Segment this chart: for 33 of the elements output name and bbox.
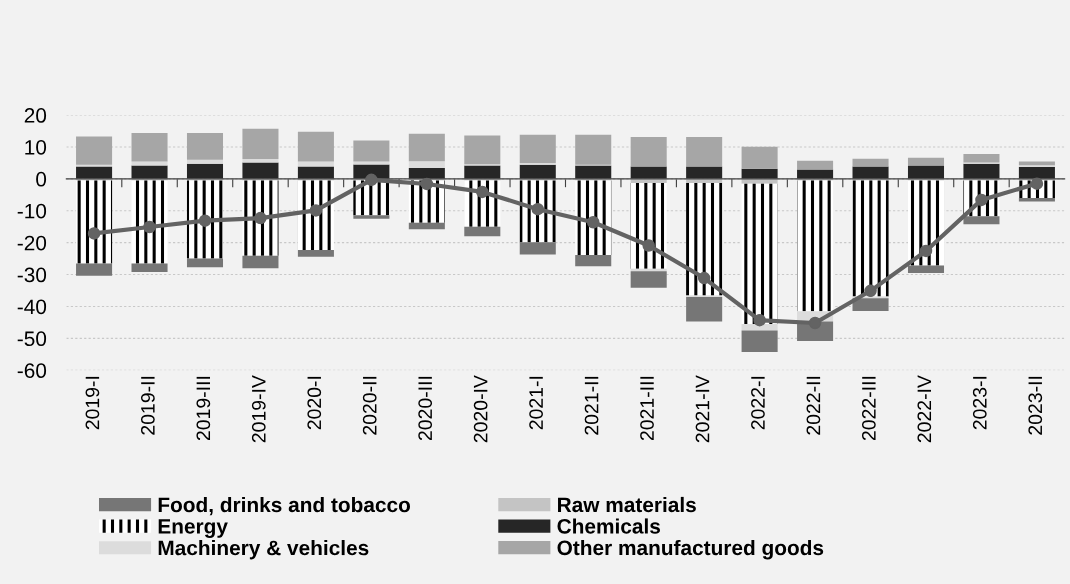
y-tick-label: 0	[36, 171, 47, 187]
y-tick-label: -30	[17, 267, 47, 283]
x-tick-label: 2020-I	[307, 376, 322, 430]
y-tick-label: -50	[17, 331, 47, 347]
x-tick-label: 2023-II	[1028, 376, 1043, 435]
legend-label: Food, drinks and tobacco	[158, 496, 411, 516]
legend-label: Machinery & vehicles	[158, 539, 369, 560]
y-tick-label: -60	[17, 363, 47, 379]
legend-label: Chemicals	[557, 518, 660, 534]
x-tick-label: 2020-IV	[473, 375, 488, 443]
y-tick-label: 10	[25, 139, 47, 155]
x-tick-label: 2023-I	[972, 376, 987, 430]
x-tick-label: 2020-III	[418, 376, 433, 441]
x-tick-label: 2022-II	[806, 376, 821, 435]
legend-label: Energy	[158, 519, 228, 538]
y-tick-label: -20	[17, 235, 47, 251]
x-tick-label: 2021-III	[640, 376, 654, 441]
legend-label: Raw materials	[558, 496, 696, 513]
x-tick-label: 2019-II	[140, 376, 155, 435]
x-tick-label: 2021-II	[584, 376, 599, 435]
x-tick-label: 2021-IV	[695, 375, 710, 443]
legend-label: Other manufactured goods	[557, 539, 824, 560]
x-tick-label: 2022-IV	[917, 375, 932, 443]
x-tick-label: 2019-IV	[251, 375, 266, 443]
x-tick-label: 2021-I	[529, 376, 543, 430]
y-tick-label: -40	[17, 299, 47, 315]
y-tick-label: -10	[17, 203, 47, 219]
x-tick-label: 2019-I	[85, 376, 100, 430]
x-tick-label: 2020-II	[362, 376, 377, 435]
x-tick-label: 2019-III	[196, 376, 211, 441]
x-tick-label: 2022-III	[861, 376, 876, 441]
y-tick-label: 20	[24, 108, 47, 123]
x-tick-label: 2022-I	[751, 376, 765, 430]
